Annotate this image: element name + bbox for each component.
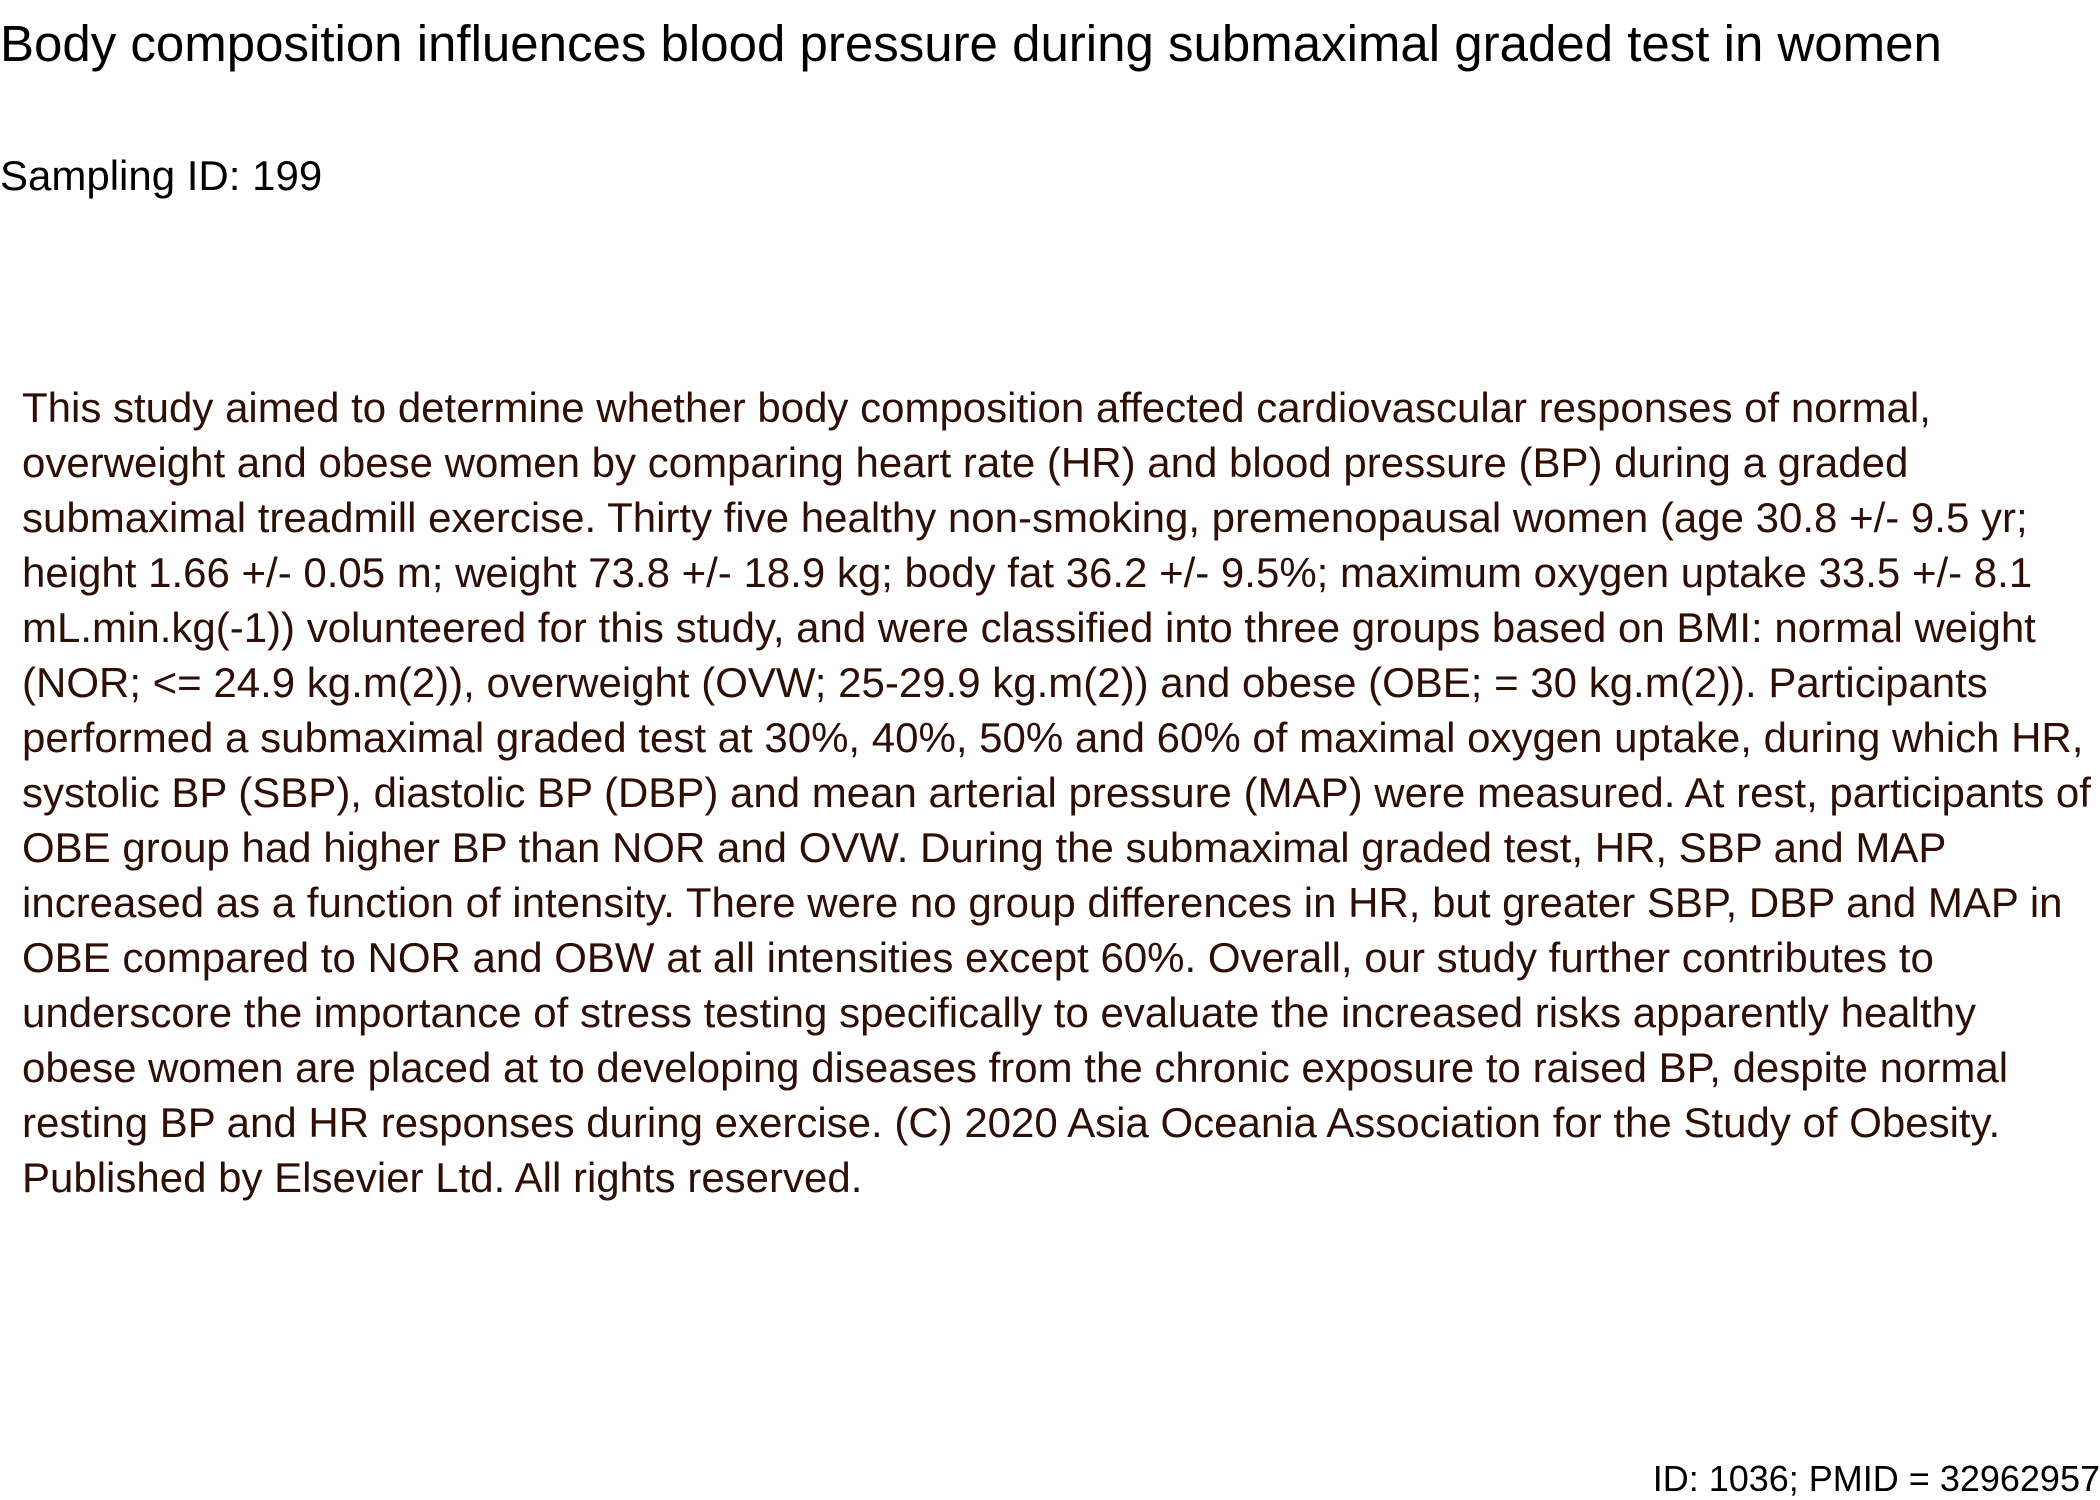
sampling-id: Sampling ID: 199 bbox=[0, 152, 323, 199]
document-title: Body composition influences blood pressu… bbox=[0, 15, 1942, 72]
footer-id: ID: 1036; PMID = 32962957 bbox=[1652, 1458, 2100, 1499]
abstract-text: This study aimed to determine whether bo… bbox=[22, 384, 2091, 1201]
